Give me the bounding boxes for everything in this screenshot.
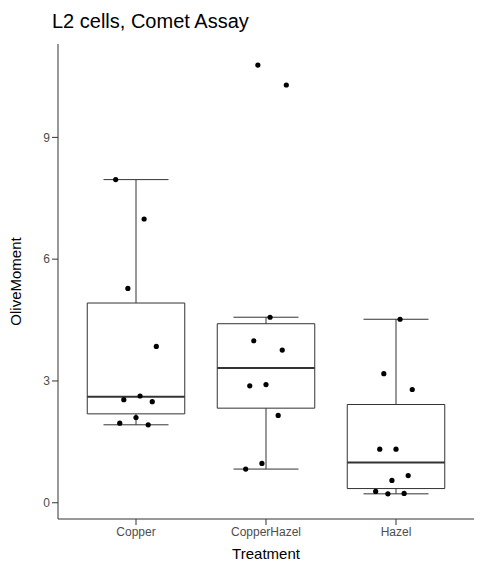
svg-text:Copper: Copper: [116, 525, 155, 539]
svg-text:9: 9: [43, 131, 50, 145]
svg-text:CopperHazel: CopperHazel: [231, 525, 301, 539]
svg-text:Treatment: Treatment: [232, 545, 301, 562]
svg-text:OliveMoment: OliveMoment: [8, 236, 24, 325]
svg-text:0: 0: [43, 496, 50, 510]
svg-text:Hazel: Hazel: [381, 525, 412, 539]
svg-text:3: 3: [43, 374, 50, 388]
html-text:L2 cells, Comet Assay: L2 cells, Comet Assay: [52, 10, 249, 32]
svg-text:6: 6: [43, 252, 50, 266]
